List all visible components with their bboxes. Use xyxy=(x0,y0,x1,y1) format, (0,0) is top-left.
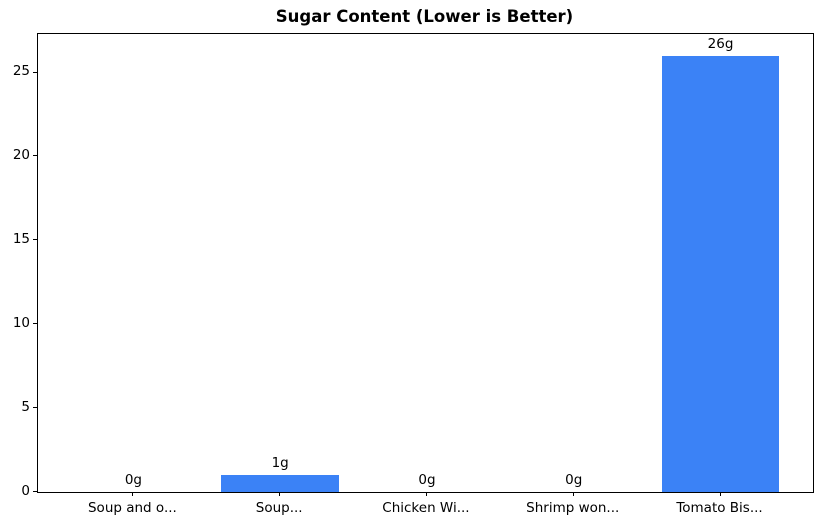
y-tick-mark xyxy=(33,323,37,325)
x-tick-label: Tomato Bis... xyxy=(676,500,763,516)
bar xyxy=(661,55,780,492)
x-tick-label: Chicken Wi... xyxy=(382,500,470,516)
x-tick-mark xyxy=(132,492,134,496)
y-tick-label: 10 xyxy=(12,314,30,331)
bar-value-label: 0g xyxy=(124,472,142,488)
bar-value-label: 0g xyxy=(418,472,436,488)
y-tick-label: 15 xyxy=(12,230,30,247)
y-tick-mark xyxy=(33,239,37,241)
chart-title: Sugar Content (Lower is Better) xyxy=(275,7,574,26)
bar-value-label: 1g xyxy=(271,455,289,472)
plot-area: 0g 1g 0g 0g 26g xyxy=(37,33,814,493)
y-tick-label: 20 xyxy=(12,146,30,163)
y-tick-label: 0 xyxy=(21,482,30,499)
bar-value-label: 0g xyxy=(565,472,583,488)
x-tick-label: Soup and o... xyxy=(87,500,177,516)
y-tick-mark xyxy=(33,155,37,157)
bar xyxy=(221,475,339,492)
x-tick-mark xyxy=(425,492,427,496)
x-tick-label: Soup... xyxy=(255,500,303,516)
x-tick-label: Shrimp won... xyxy=(526,500,620,516)
y-tick-label: 25 xyxy=(12,63,30,80)
y-tick-label: 5 xyxy=(21,398,30,415)
y-tick-mark xyxy=(33,491,37,492)
y-tick-mark xyxy=(33,407,37,409)
x-tick-mark xyxy=(279,492,281,496)
bar-value-label: 26g xyxy=(707,35,734,52)
x-tick-mark xyxy=(719,492,721,496)
x-tick-mark xyxy=(572,492,574,496)
y-tick-mark xyxy=(33,71,37,73)
